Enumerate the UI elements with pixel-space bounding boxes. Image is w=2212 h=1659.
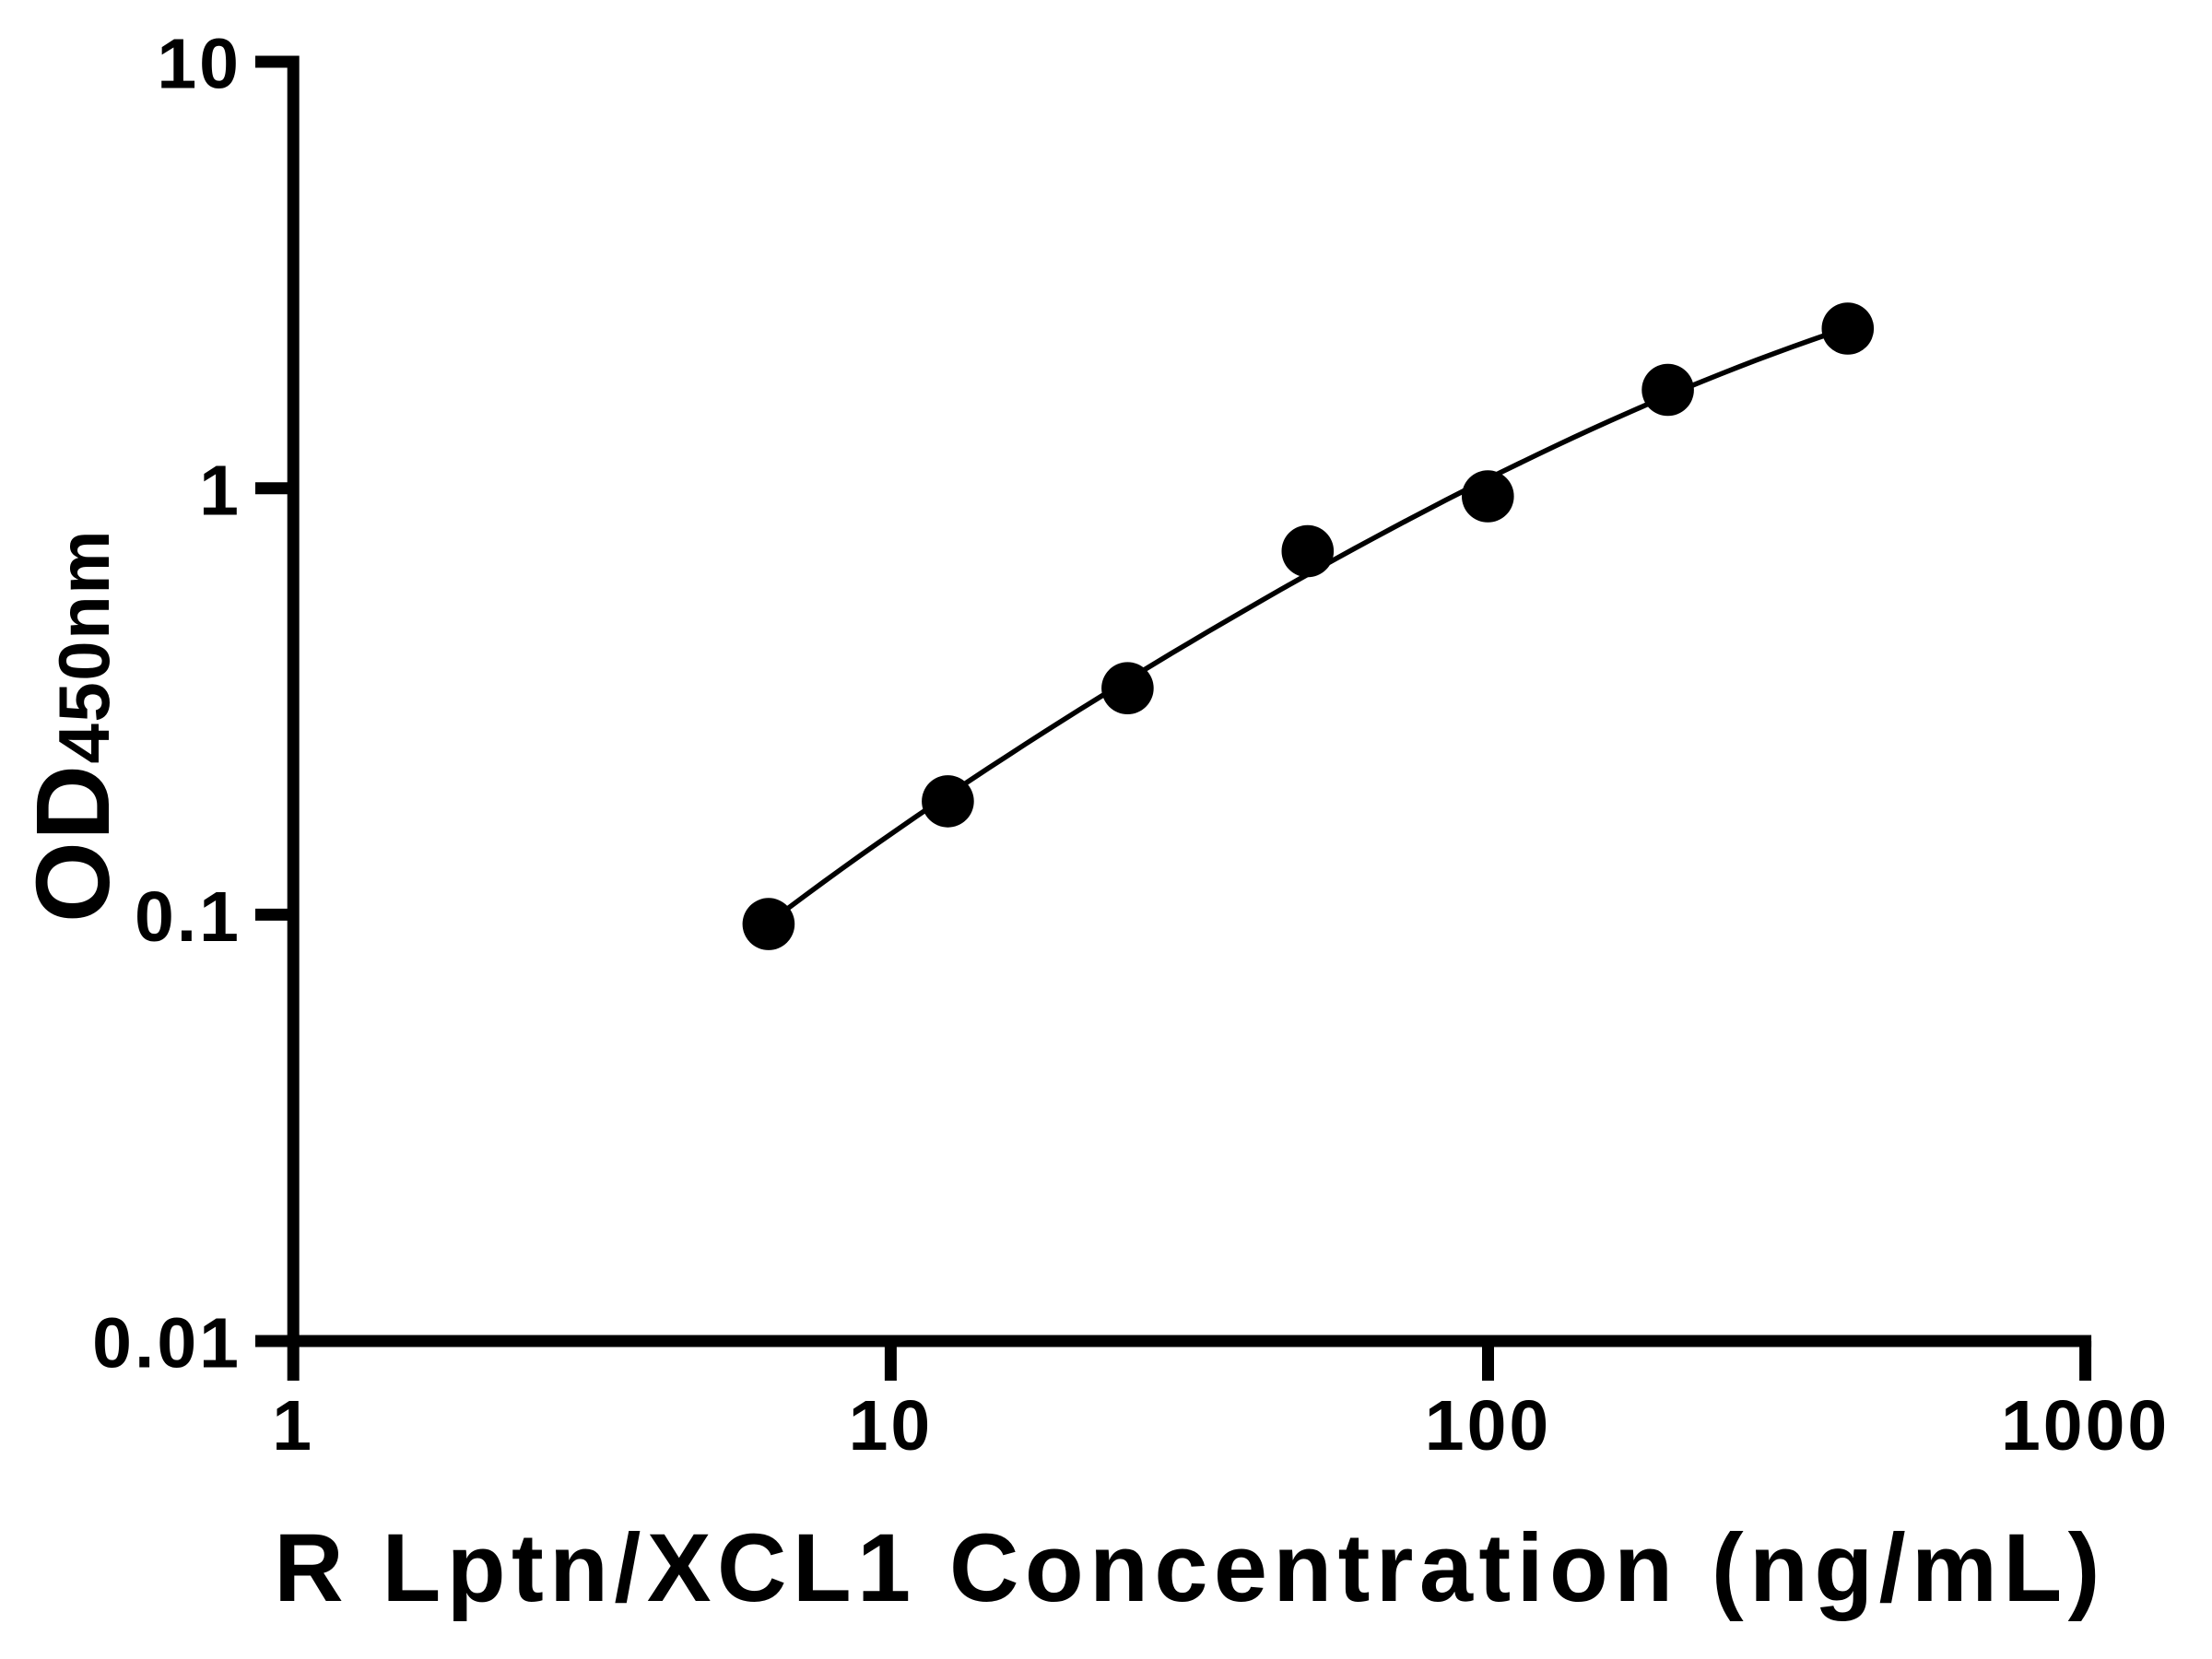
svg-text:10: 10 xyxy=(157,25,241,104)
svg-text:10: 10 xyxy=(849,1386,934,1465)
svg-text:1: 1 xyxy=(272,1386,314,1465)
svg-text:0.1: 0.1 xyxy=(135,877,241,957)
svg-text:1000: 1000 xyxy=(2001,1386,2170,1465)
svg-text:R Lptn/XCL1 Concentration (ng/: R Lptn/XCL1 Concentration (ng/mL) xyxy=(274,1514,2106,1622)
svg-text:0.01: 0.01 xyxy=(92,1304,241,1383)
svg-text:1: 1 xyxy=(199,451,241,530)
svg-text:100: 100 xyxy=(1425,1386,1551,1465)
